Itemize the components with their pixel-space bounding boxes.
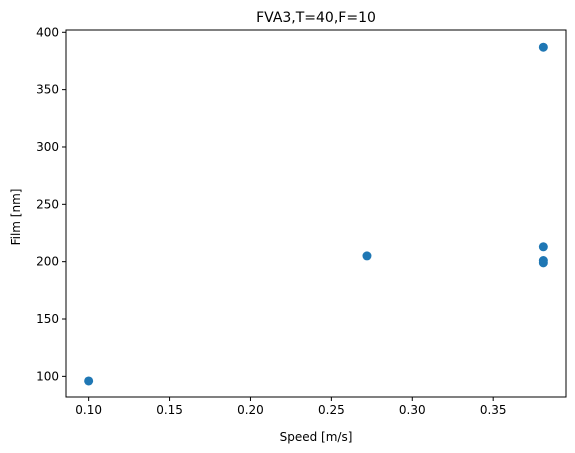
data-point-0 [84,376,94,386]
data-point-3 [538,242,548,252]
y-tick-label-4: 300 [36,140,59,154]
x-tick-label-3: 0.25 [318,403,345,417]
plot-frame [65,29,567,398]
y-axis-label: Film [nm] [9,189,23,246]
x-tick-label-4: 0.30 [399,403,426,417]
y-tick-label-6: 400 [36,25,59,39]
x-tick-label-1: 0.15 [156,403,183,417]
y-tick-label-3: 250 [36,197,59,211]
x-tick-label-0: 0.10 [75,403,102,417]
y-tick-label-5: 350 [36,83,59,97]
y-tick-label-1: 150 [36,312,59,326]
y-tick-label-0: 100 [36,369,59,383]
x-tick-label-2: 0.20 [237,403,264,417]
data-point-1 [362,251,372,261]
data-point-5 [538,258,548,268]
y-tick-label-2: 200 [36,255,59,269]
chart-title: FVA3,T=40,F=10 [256,10,376,26]
plot-area: 0.10 0.15 0.20 0.25 0.30 0.35 100 150 200 250 300 3… [36,25,567,417]
x-axis-label: Speed [m/s] [280,430,353,444]
data-point-2 [538,42,548,52]
x-tick-label-5: 0.35 [480,403,507,417]
